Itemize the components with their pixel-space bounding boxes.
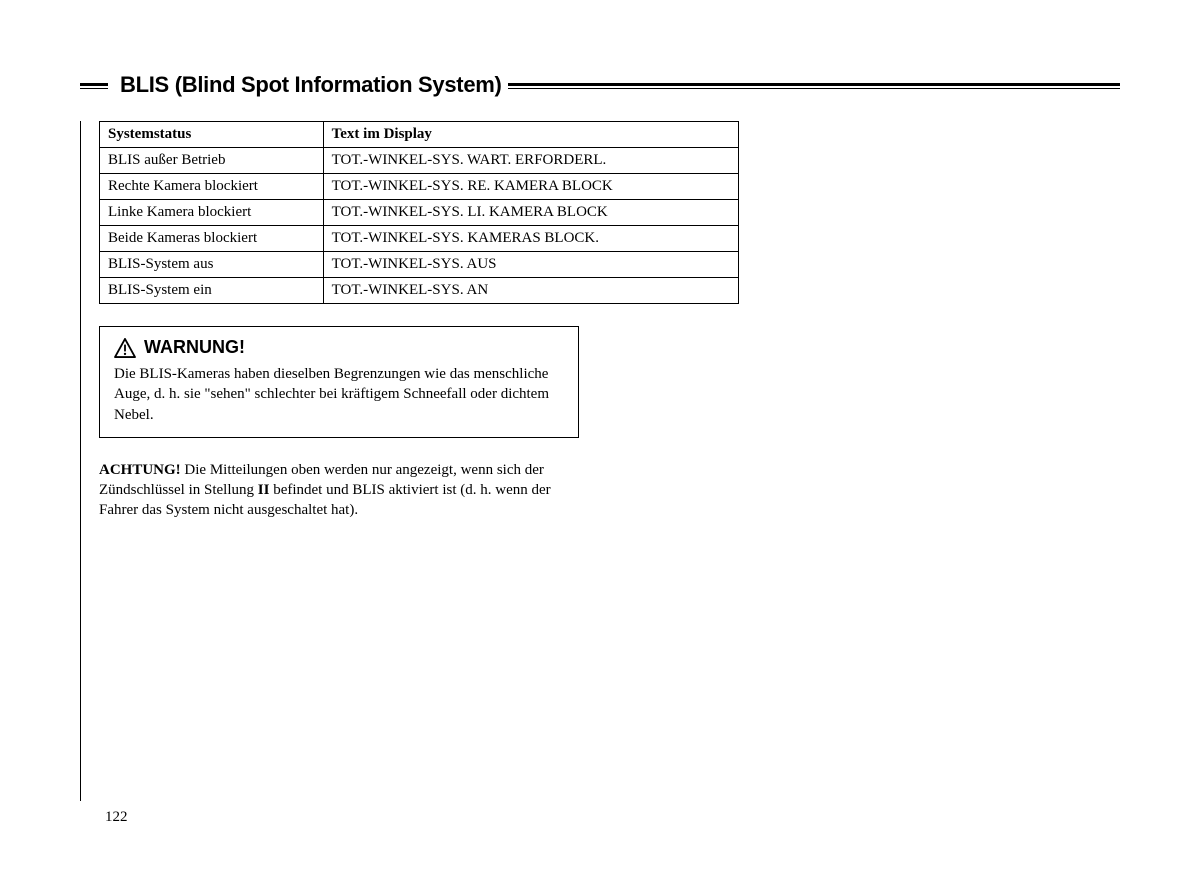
achtung-roman: II: [258, 482, 270, 498]
warning-text: Die BLIS-Kameras haben dieselben Begrenz…: [114, 364, 564, 425]
table-header-row: Systemstatus Text im Display: [100, 122, 739, 148]
cell-status: BLIS-System ein: [100, 278, 324, 304]
table-row: Linke Kamera blockiert TOT.-WINKEL-SYS. …: [100, 200, 739, 226]
cell-display: TOT.-WINKEL-SYS. RE. KAMERA BLOCK: [323, 174, 738, 200]
table-row: BLIS-System aus TOT.-WINKEL-SYS. AUS: [100, 252, 739, 278]
col-header-display: Text im Display: [323, 122, 738, 148]
cell-status: Rechte Kamera blockiert: [100, 174, 324, 200]
cell-display: TOT.-WINKEL-SYS. AN: [323, 278, 738, 304]
content-frame: Systemstatus Text im Display BLIS außer …: [80, 121, 1120, 801]
header-rule-left: [80, 83, 108, 89]
page-number: 122: [105, 809, 128, 826]
table-row: BLIS außer Betrieb TOT.-WINKEL-SYS. WART…: [100, 148, 739, 174]
table-row: Rechte Kamera blockiert TOT.-WINKEL-SYS.…: [100, 174, 739, 200]
col-header-status: Systemstatus: [100, 122, 324, 148]
page-title: BLIS (Blind Spot Information System): [108, 72, 508, 98]
status-table: Systemstatus Text im Display BLIS außer …: [99, 121, 739, 304]
cell-status: BLIS-System aus: [100, 252, 324, 278]
cell-status: BLIS außer Betrieb: [100, 148, 324, 174]
warning-title: WARNUNG!: [144, 337, 245, 358]
cell-status: Linke Kamera blockiert: [100, 200, 324, 226]
section-header: BLIS (Blind Spot Information System): [80, 85, 1120, 111]
achtung-label: ACHTUNG!: [99, 462, 181, 478]
achtung-paragraph: ACHTUNG! Die Mitteilungen oben werden nu…: [99, 460, 589, 521]
cell-status: Beide Kameras blockiert: [100, 226, 324, 252]
table-row: Beide Kameras blockiert TOT.-WINKEL-SYS.…: [100, 226, 739, 252]
header-rule-right: [508, 83, 1120, 89]
warning-box: WARNUNG! Die BLIS-Kameras haben dieselbe…: [99, 326, 579, 438]
cell-display: TOT.-WINKEL-SYS. LI. KAMERA BLOCK: [323, 200, 738, 226]
cell-display: TOT.-WINKEL-SYS. KAMERAS BLOCK.: [323, 226, 738, 252]
table-row: BLIS-System ein TOT.-WINKEL-SYS. AN: [100, 278, 739, 304]
warning-triangle-icon: [114, 338, 136, 358]
cell-display: TOT.-WINKEL-SYS. WART. ERFORDERL.: [323, 148, 738, 174]
cell-display: TOT.-WINKEL-SYS. AUS: [323, 252, 738, 278]
